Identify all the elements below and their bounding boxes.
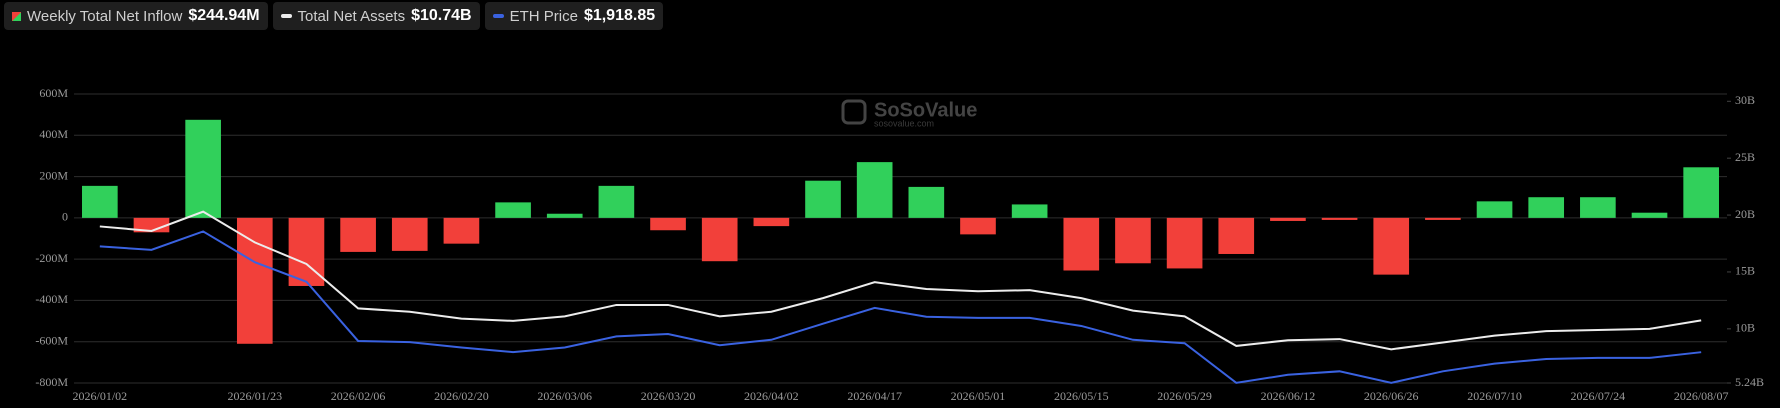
y-tick-label: -800M [35,375,68,389]
bar [701,217,738,262]
bar [495,202,531,218]
bar [391,217,428,251]
legend-swatch [280,14,292,18]
bar [1528,197,1565,218]
y-tick-label: -400M [35,292,68,306]
y2-tick-label: 30B [1735,93,1755,107]
x-tick-label: 2026/07/10 [1467,389,1522,403]
watermark-url: sosovalue.com [874,118,934,128]
y-tick-label: -600M [35,333,68,347]
bar [650,217,686,231]
legend-label: ETH Price [509,7,578,25]
x-tick-label: 2026/07/24 [1571,389,1626,403]
bar [908,186,945,218]
bar [1683,167,1719,218]
x-tick-label: 2026/04/02 [744,389,799,403]
legend: Weekly Total Net Inflow $244.94M Total Ne… [4,2,664,30]
x-tick-label: 2026/04/17 [847,389,902,403]
x-tick-label: 2026/05/29 [1157,389,1212,403]
bar [185,119,221,218]
line [99,210,1702,351]
bar [1321,217,1358,220]
x-tick-label: 2026/06/12 [1261,389,1316,403]
bar [546,213,583,218]
y2-tick-label: 15B [1735,264,1755,278]
y-tick-label: 600M [39,86,68,100]
x-tick-label: 2026/03/20 [641,389,696,403]
legend-value: $1,918.85 [583,7,656,24]
y-tick-label: -200M [35,251,68,265]
legend-swatch [492,14,504,18]
legend-item[interactable]: Total Net Assets $10.74B [272,2,480,30]
x-tick-label: 2026/02/20 [434,389,489,403]
x-tick-label: 2026/01/23 [227,389,282,403]
bar [1115,217,1151,264]
legend-item[interactable]: ETH Price $1,918.85 [484,2,664,30]
bar [82,185,118,218]
x-tick-label: 2026/01/02 [72,389,127,403]
bar [856,162,893,218]
watermark-logo [841,99,867,125]
bar [1373,217,1410,275]
legend-label: Weekly Total Net Inflow [27,7,183,25]
bar [598,185,635,218]
bar [236,217,273,344]
y-tick-label: 200M [39,168,68,182]
bar [340,217,376,252]
bar [1270,217,1306,221]
x-tick-label: 2026/02/06 [331,389,386,403]
bar [443,217,480,244]
x-tick-label: 2026/03/06 [537,389,592,403]
line [99,230,1702,384]
bar [1063,217,1100,271]
legend-value: $244.94M [188,7,260,24]
bar [805,180,841,218]
legend-item[interactable]: Weekly Total Net Inflow $244.94M [4,2,268,30]
y-tick-label: 0 [62,210,68,224]
y2-tick-label: 5.24B [1735,375,1764,389]
bar [1425,217,1461,220]
legend-value: $10.74B [411,7,472,24]
y-tick-label: 400M [39,127,68,141]
bar [1218,217,1255,254]
bar [753,217,790,227]
bar [1580,197,1616,218]
bar [1166,217,1203,269]
legend-swatch [12,11,21,21]
legend-label: Total Net Assets [297,7,406,25]
bar [1631,212,1668,218]
y2-tick-label: 25B [1735,150,1755,164]
bar [960,217,996,235]
x-tick-label: 2026/05/01 [951,389,1006,403]
x-tick-label: 2026/08/07 [1674,389,1729,403]
watermark: SoSoValue [874,99,977,121]
bar [1476,201,1513,218]
y2-tick-label: 10B [1735,321,1755,335]
y2-tick-label: 20B [1735,207,1755,221]
bar [1011,204,1048,218]
x-tick-label: 2026/05/15 [1054,389,1109,403]
x-tick-label: 2026/06/26 [1364,389,1419,403]
